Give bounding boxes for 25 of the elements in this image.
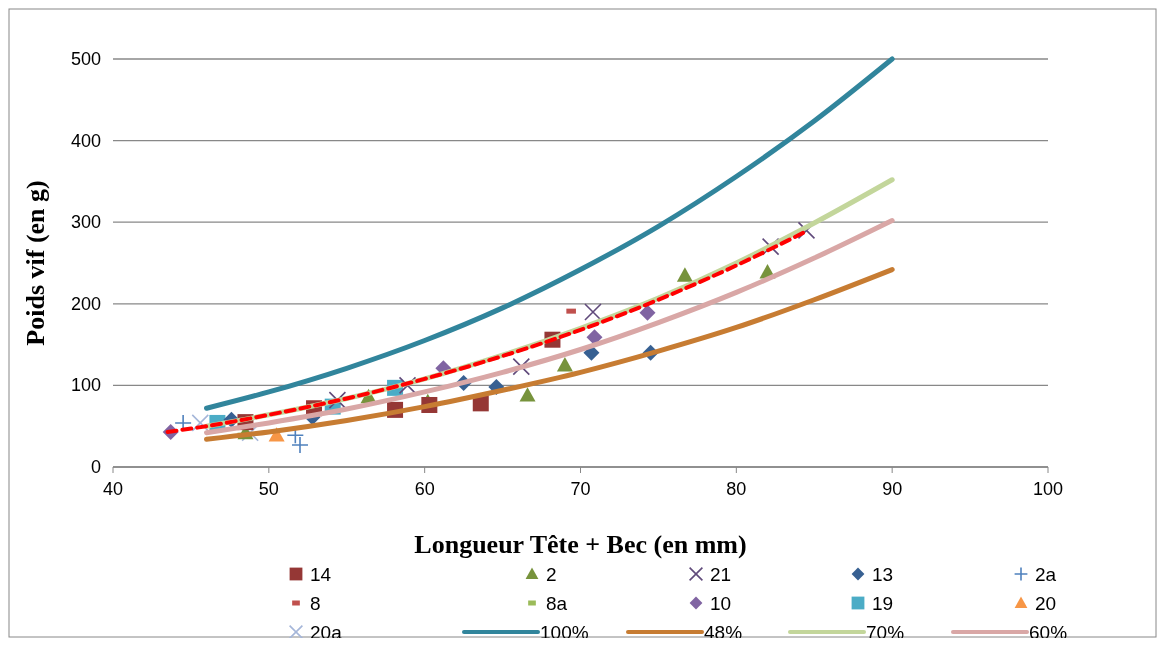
x-tick-label: 50	[258, 479, 279, 499]
legend-label: 13	[872, 564, 894, 585]
legend-label: 2	[546, 564, 557, 585]
y-tick-label: 400	[70, 130, 101, 151]
x-tick-label: 40	[102, 479, 124, 499]
y-tick-label: 500	[70, 49, 101, 69]
legend-label: 8	[310, 593, 321, 614]
x-tick-label: 70	[570, 479, 591, 499]
legend-label: 21	[710, 564, 732, 585]
x-tick-label: 90	[882, 479, 903, 499]
x-tick-label: 80	[726, 479, 747, 499]
y-tick-label: 100	[70, 375, 101, 396]
legend-label: 14	[310, 564, 332, 585]
legend-label: 19	[872, 593, 894, 614]
legend-label: 20	[1035, 593, 1057, 614]
y-tick-label: 300	[70, 212, 101, 233]
x-tick-label: 60	[414, 479, 435, 499]
x-axis-title: Longueur Tête + Bec (en mm)	[414, 530, 747, 559]
y-tick-label: 200	[70, 293, 101, 314]
y-tick-label: 0	[90, 457, 101, 477]
legend-label: 8a	[546, 593, 568, 614]
y-axis-title: Poids vif (en g)	[21, 180, 50, 346]
legend-label: 2a	[1035, 564, 1057, 585]
legend-label: 10	[710, 593, 732, 614]
x-tick-label: 100	[1032, 479, 1064, 499]
